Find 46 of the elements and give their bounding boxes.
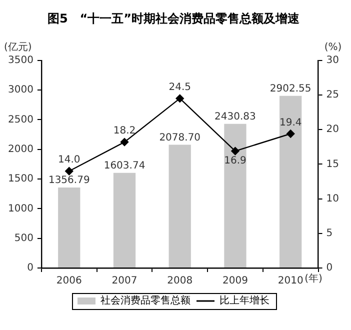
point xyxy=(231,146,240,156)
y-tick-label: 2000 xyxy=(8,144,34,155)
data-label: 1603.74 xyxy=(104,160,146,172)
y-tick-label: 1000 xyxy=(8,203,34,214)
data-label: 24.5 xyxy=(168,82,191,94)
x-axis-title: (年) xyxy=(304,272,322,285)
data-label: 19.4 xyxy=(279,117,302,128)
data-label: 2078.70 xyxy=(159,132,201,144)
point xyxy=(286,130,295,138)
bar xyxy=(58,188,80,268)
y2-axis-title: (%) xyxy=(324,42,342,53)
x-tick-label: 2007 xyxy=(112,276,138,287)
y-tick-label: 3500 xyxy=(8,54,34,66)
y-tick-label: 0 xyxy=(27,262,34,274)
point xyxy=(65,167,74,176)
point xyxy=(120,138,129,146)
data-label: 2430.83 xyxy=(214,111,256,122)
y-tick-label: 2500 xyxy=(8,114,34,126)
point xyxy=(176,94,184,103)
x-tick-label: 2006 xyxy=(56,276,82,287)
y-tick-label: 1500 xyxy=(8,174,34,185)
x-tick-label: 2010 xyxy=(278,276,304,287)
x-tick-label: 2008 xyxy=(167,276,193,287)
y2-tick-label: 15 xyxy=(326,158,340,170)
y2-tick-label: 20 xyxy=(326,124,340,136)
legend-label: 比上年增长 xyxy=(220,294,270,307)
y2-tick-label: 30 xyxy=(326,54,340,66)
bar xyxy=(113,172,136,268)
chart-title: 图5 “十一五”时期社会消费品零售总额及增速 xyxy=(47,11,301,26)
x-tick-label: 2009 xyxy=(222,276,248,287)
data-label: 1356.79 xyxy=(48,175,90,186)
data-label: 14.0 xyxy=(58,154,80,166)
data-label: 2902.55 xyxy=(270,83,312,94)
data-label: 18.2 xyxy=(113,126,136,137)
y2-tick-label: 0 xyxy=(326,262,333,274)
legend-label: 社会消费品零售总额 xyxy=(100,294,190,307)
y-axis-title: (亿元) xyxy=(4,42,32,53)
bar xyxy=(280,96,302,268)
y-tick-label: 500 xyxy=(14,232,34,244)
y-tick-label: 3000 xyxy=(8,84,34,96)
y2-tick-label: 10 xyxy=(326,193,340,204)
y2-tick-label: 25 xyxy=(326,90,340,101)
bar xyxy=(168,144,191,268)
data-label: 16.9 xyxy=(224,156,246,167)
y2-tick-label: 5 xyxy=(326,228,333,239)
bar xyxy=(224,124,246,268)
